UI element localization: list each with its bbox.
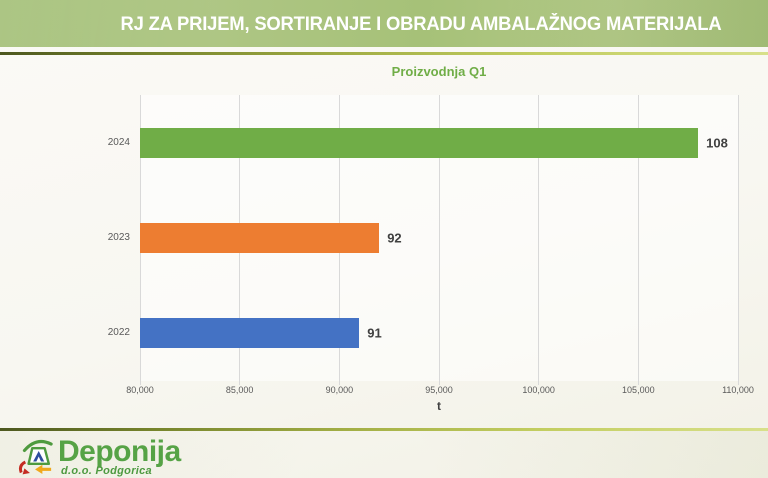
slide-title: RJ ZA PRIJEM, SORTIRANJE I OBRADU AMBALA… <box>120 14 722 35</box>
x-tick-label: 85,000 <box>225 385 254 395</box>
x-axis-ticks: 80,000 85,000 90,000 95,000 100,000 105,000 11… <box>126 385 754 399</box>
bar-row: 108 <box>140 127 728 158</box>
company-logo: Deponija d.o.o. Podgorica <box>18 433 181 477</box>
gridline <box>737 95 739 385</box>
header-divider-line <box>0 52 768 55</box>
footer: Deponija d.o.o. Podgorica <box>0 431 768 478</box>
gridline <box>637 95 639 385</box>
brand-name: Deponija <box>58 435 181 468</box>
x-tick-label: 110,000 <box>722 385 754 395</box>
data-label: 108 <box>706 135 728 151</box>
gridline <box>538 95 540 385</box>
category-label: 2023 <box>107 232 130 243</box>
x-axis-title: t <box>437 399 441 413</box>
x-tick-label: 95,000 <box>425 385 453 395</box>
deponija-logo-icon <box>18 439 53 475</box>
plot-area: 2024 108 2023 92 2022 91 <box>108 95 739 385</box>
x-tick-label: 90,000 <box>325 385 354 395</box>
data-label: 91 <box>367 325 382 341</box>
data-label: 92 <box>387 230 402 246</box>
logo-text: Deponija d.o.o. Podgorica <box>58 433 181 478</box>
header-band: RJ ZA PRIJEM, SORTIRANJE I OBRADU AMBALA… <box>0 0 768 47</box>
footer-divider-line <box>0 428 768 431</box>
bar-2024 <box>140 127 699 158</box>
bar-row: 92 <box>140 223 402 253</box>
category-label: 2024 <box>107 136 130 148</box>
chart-title: Proizvodnja Q1 <box>391 64 487 79</box>
gridline <box>438 95 440 385</box>
brand-subtitle: d.o.o. Podgorica <box>61 465 152 477</box>
bar-2023 <box>140 223 380 253</box>
bar-row: 91 <box>140 318 382 349</box>
x-tick-label: 105,000 <box>622 385 655 395</box>
x-tick-label: 80,000 <box>126 385 154 395</box>
x-tick-label: 100,000 <box>522 385 555 395</box>
category-label: 2022 <box>107 327 130 339</box>
bar-2022 <box>140 318 360 349</box>
